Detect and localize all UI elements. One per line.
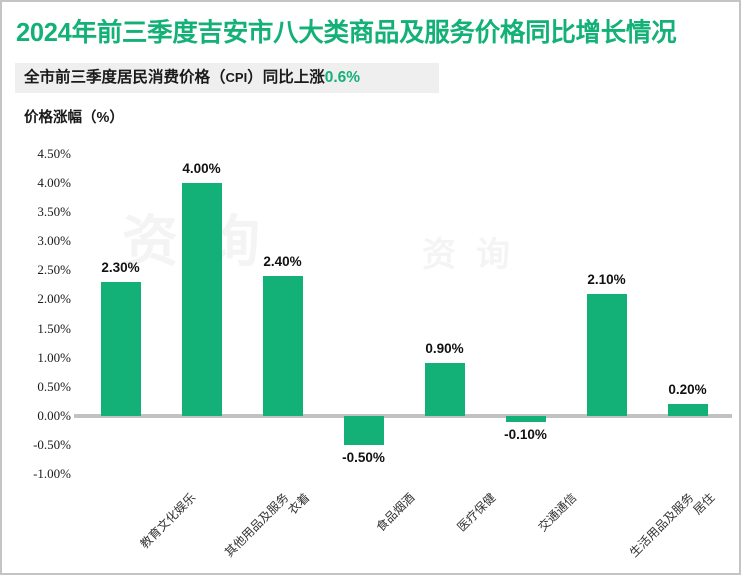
bar[interactable] (667, 404, 708, 416)
x-axis-category-label: 衣着 (284, 490, 312, 518)
bar[interactable] (181, 183, 222, 416)
subtitle-band (15, 63, 439, 93)
bar-value-label: 0.20% (668, 382, 707, 398)
bar[interactable] (343, 415, 384, 445)
x-axis-category-label: 交通通信 (534, 490, 579, 535)
y-axis-tick-label: 0.00% (37, 407, 71, 423)
y-axis-tick-label: 3.00% (37, 233, 71, 249)
bar-value-label: 2.30% (101, 260, 140, 275)
x-axis-category-label: 医疗保健 (453, 490, 498, 535)
y-axis-tick-label: -1.00% (33, 466, 71, 481)
y-axis-tick-label: 2.50% (37, 262, 71, 278)
y-axis-tick-label: 4.00% (37, 175, 71, 191)
bar[interactable] (424, 363, 465, 416)
bar[interactable] (586, 293, 627, 416)
subtitle: 全市前三季度居民消费价格（CPI）同比上涨0.6% (24, 68, 360, 88)
y-axis-tick-label: -0.50% (33, 436, 71, 452)
x-axis-category-label: 生活用品及服务 (626, 490, 696, 560)
bar[interactable] (100, 282, 141, 416)
y-axis-tick-label: 1.50% (37, 320, 71, 336)
bar-value-label: 4.00% (182, 161, 221, 177)
subtitle-cpi-label: CPI (225, 70, 248, 85)
x-axis-category-label: 其他用品及服务 (221, 490, 291, 560)
bar-value-label: 0.90% (425, 341, 464, 357)
bar-value-label: 2.40% (263, 254, 302, 270)
subtitle-middle: ）同比上涨 (247, 69, 325, 86)
y-axis-tick-label: 4.50% (37, 146, 71, 161)
subtitle-prefix: 全市前三季度居民消费价格（ (24, 69, 226, 86)
y-axis-tick-label: 3.50% (37, 204, 71, 220)
y-axis-tick-label: 1.00% (37, 349, 71, 365)
bar[interactable] (505, 415, 546, 422)
bar-value-label: 2.10% (587, 271, 626, 287)
y-axis-tick-label: 2.00% (37, 291, 71, 307)
x-axis-category-label: 教育文化娱乐 (137, 490, 198, 552)
x-axis-category-label: 食品烟酒 (372, 490, 417, 535)
x-axis-category-label: 居住 (689, 490, 717, 518)
page-title: 2024年前三季度吉安市八大类商品及服务价格同比增长情况 (16, 19, 677, 47)
bar-value-label: -0.10% (504, 426, 547, 442)
subtitle-cpi-value: 0.6% (324, 69, 361, 86)
zero-axis-line (74, 413, 732, 418)
bar[interactable] (262, 276, 303, 416)
bar-value-label: -0.50% (342, 449, 385, 465)
y-axis-ticks: 4.50% 4.00% 3.50% 3.00% 2.50% 2.00% 1.50% 1.00%… (7, 2, 71, 573)
y-axis-tick-label: 0.50% (37, 378, 71, 394)
y-axis-title: 价格涨幅（%） (24, 110, 124, 126)
